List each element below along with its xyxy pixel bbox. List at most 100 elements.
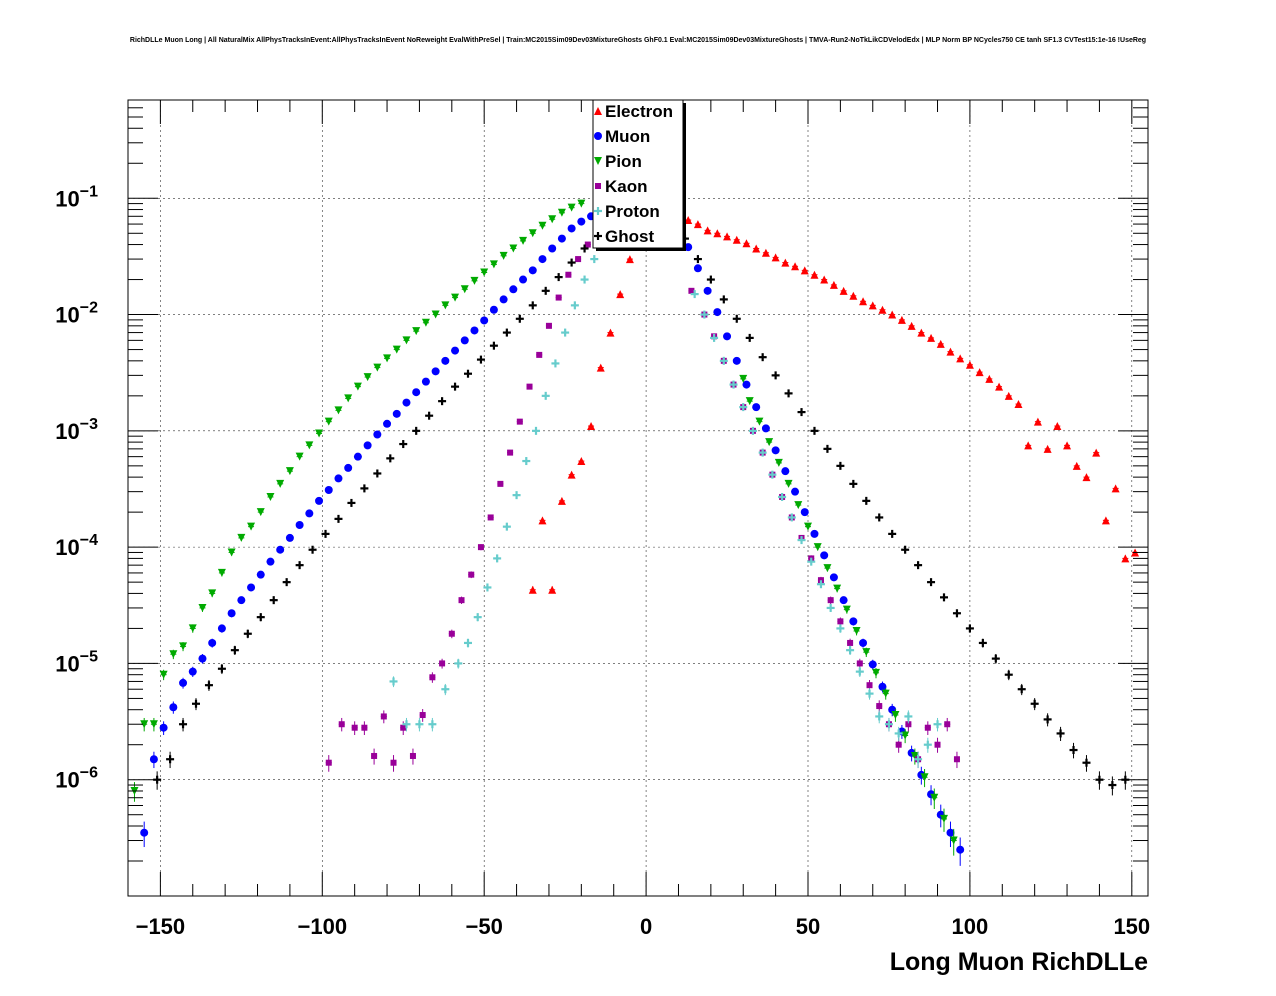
data-point	[334, 514, 343, 523]
data-point	[528, 585, 537, 594]
data-point	[441, 301, 450, 310]
data-point	[451, 346, 460, 355]
data-point	[227, 548, 236, 557]
data-point	[810, 426, 819, 435]
data-point	[829, 573, 838, 582]
series-muon	[140, 208, 965, 866]
data-point	[577, 217, 586, 226]
data-point	[742, 239, 751, 248]
data-point	[956, 845, 965, 854]
data-point	[266, 492, 275, 501]
data-point	[448, 630, 455, 637]
data-point	[745, 397, 754, 406]
data-point	[952, 609, 961, 618]
data-point	[567, 258, 576, 267]
data-point	[703, 226, 712, 235]
data-point	[256, 508, 265, 517]
data-point	[826, 603, 835, 612]
y-tick-base: 10	[55, 535, 79, 560]
data-point	[400, 724, 407, 731]
y-tick-exponent: −3	[80, 416, 98, 433]
data-point	[930, 793, 939, 802]
data-point	[837, 618, 844, 625]
data-point	[855, 667, 864, 676]
data-point	[464, 638, 472, 647]
data-point	[371, 752, 378, 759]
data-point	[217, 664, 226, 673]
data-point	[344, 463, 353, 472]
data-point	[839, 286, 848, 295]
data-point	[545, 322, 552, 329]
data-point	[787, 513, 796, 522]
data-point	[460, 336, 469, 345]
data-point	[755, 417, 764, 426]
data-point	[373, 430, 382, 439]
data-point	[548, 585, 557, 594]
data-point	[859, 297, 868, 306]
data-point	[810, 270, 819, 279]
data-point	[784, 389, 793, 398]
data-point	[149, 755, 158, 764]
data-point	[723, 332, 732, 341]
data-point	[499, 295, 508, 304]
data-point	[1043, 444, 1052, 453]
legend-entry-muon: Muon	[594, 127, 650, 146]
data-point	[256, 613, 265, 622]
data-point	[804, 522, 812, 531]
data-point	[361, 724, 368, 731]
data-point	[431, 367, 440, 376]
data-point	[567, 203, 576, 212]
data-point	[836, 461, 845, 470]
data-point	[1111, 484, 1120, 493]
data-point	[555, 294, 562, 301]
data-point	[847, 639, 854, 646]
data-point	[829, 280, 838, 289]
y-tick-base: 10	[55, 303, 79, 328]
axis-ticks: −150 −100 −50 0 50 100 15010−610−510−410−310−2…	[55, 100, 1150, 939]
data-point	[575, 256, 582, 263]
data-point	[425, 411, 434, 420]
legend-label: Electron	[605, 102, 673, 121]
data-point	[823, 564, 832, 573]
data-point	[502, 328, 511, 337]
data-point	[468, 571, 475, 578]
data-point	[499, 251, 508, 260]
data-point	[402, 336, 411, 345]
data-point	[794, 501, 803, 510]
data-point	[208, 638, 217, 647]
data-point	[243, 629, 252, 638]
data-point	[577, 199, 586, 208]
data-point	[140, 720, 149, 729]
series-pion	[130, 199, 958, 856]
data-point	[587, 422, 596, 431]
data-point	[489, 341, 498, 350]
data-point	[140, 828, 149, 837]
data-point	[507, 449, 514, 456]
data-point	[276, 545, 285, 554]
data-point	[454, 659, 463, 668]
data-point	[347, 498, 356, 507]
data-point	[247, 522, 256, 531]
data-point	[421, 377, 430, 386]
y-tick-label: 10−1	[55, 183, 98, 211]
data-point	[431, 310, 440, 319]
data-point	[946, 828, 955, 837]
data-point	[464, 369, 472, 378]
data-point	[305, 441, 314, 450]
legend-marker	[595, 183, 601, 189]
legend-entry-electron: Electron	[594, 102, 673, 121]
data-point	[781, 467, 790, 476]
data-point	[797, 408, 806, 417]
data-point	[256, 570, 265, 579]
data-point	[752, 244, 761, 253]
data-point	[451, 382, 460, 391]
data-point	[901, 731, 910, 740]
legend-marker	[594, 232, 602, 240]
data-point	[875, 712, 884, 721]
data-point	[1053, 422, 1062, 431]
data-point	[526, 383, 533, 390]
legend-label: Ghost	[605, 227, 654, 246]
data-point	[421, 318, 430, 327]
data-point	[868, 301, 877, 310]
y-tick-exponent: −5	[80, 648, 98, 665]
